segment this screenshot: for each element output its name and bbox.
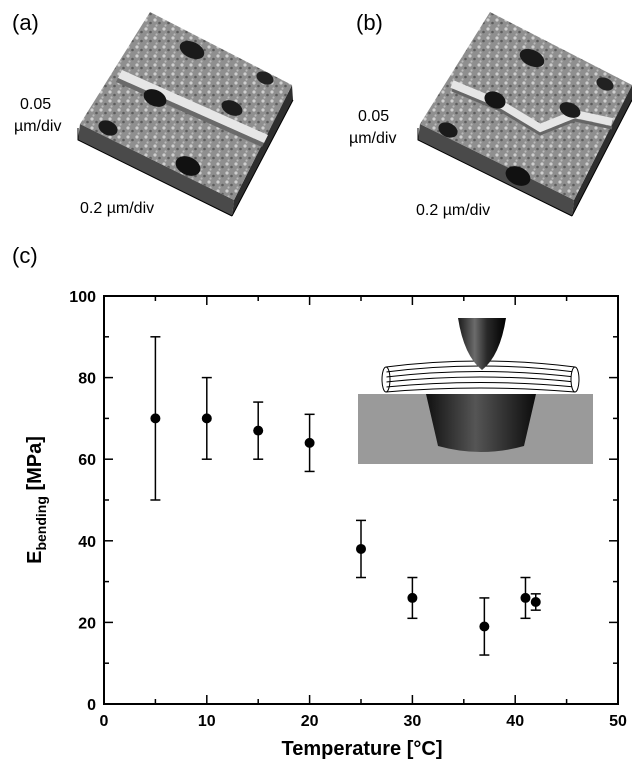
data-point [304, 437, 315, 448]
scale-xy-b: 0.2 µm/div [416, 202, 490, 219]
x-tick-label: 40 [506, 713, 524, 730]
x-tick-label: 10 [198, 713, 216, 730]
y-tick-label: 100 [69, 289, 96, 306]
data-point [530, 597, 541, 607]
data-point [150, 413, 161, 424]
y-tick-label: 80 [78, 371, 96, 388]
data-point [479, 621, 490, 632]
scale-z-unit-a: µm/div [14, 118, 61, 135]
x-tick-label: 30 [404, 713, 422, 730]
panel-b: (b) 0.05 µm/div 0.2 µm/div [349, 10, 632, 219]
data-point [520, 592, 531, 603]
y-axis-title: Ebending [MPa] [24, 436, 49, 564]
afm-tip [458, 318, 506, 370]
data-point [253, 425, 264, 436]
panel-c-label: (c) [12, 243, 38, 268]
y-tick-label: 40 [78, 534, 96, 551]
y-tick-label: 60 [78, 452, 96, 469]
x-tick-label: 0 [100, 713, 109, 730]
data-point [407, 592, 418, 603]
scale-z-value-a: 0.05 [20, 96, 51, 113]
inset-schematic [358, 318, 593, 464]
scale-z-unit-b: µm/div [349, 130, 396, 147]
afm-image-a [77, 12, 294, 217]
data-point [356, 543, 366, 554]
afm-image-b [417, 12, 632, 217]
y-axis-title-main: E [24, 551, 46, 564]
x-axis-title-text: Temperature [°C] [282, 738, 443, 760]
y-tick-label: 0 [87, 697, 96, 714]
x-tick-label: 50 [609, 713, 627, 730]
plot-frame [103, 295, 619, 705]
y-tick-label: 20 [78, 615, 96, 632]
panel-a-label: (a) [12, 10, 39, 35]
scale-z-value-b: 0.05 [358, 108, 389, 125]
chart: 0 10 20 30 40 50 0 20 40 60 80 100 [69, 289, 627, 730]
y-axis-title-unit: [MPa] [24, 436, 46, 496]
panel-a: (a) 0.05 µm/div 0.2 µm/div [12, 10, 294, 217]
svg-text:Ebending [MPa]: Ebending [MPa] [24, 436, 49, 564]
well [426, 394, 536, 452]
x-tick-label: 20 [301, 713, 319, 730]
panel-b-label: (b) [356, 10, 383, 35]
x-axis-title: Temperature [°C] [282, 738, 443, 760]
scale-xy-a: 0.2 µm/div [80, 200, 154, 217]
y-axis-title-sub: bending [33, 496, 49, 550]
data-point [201, 413, 212, 424]
